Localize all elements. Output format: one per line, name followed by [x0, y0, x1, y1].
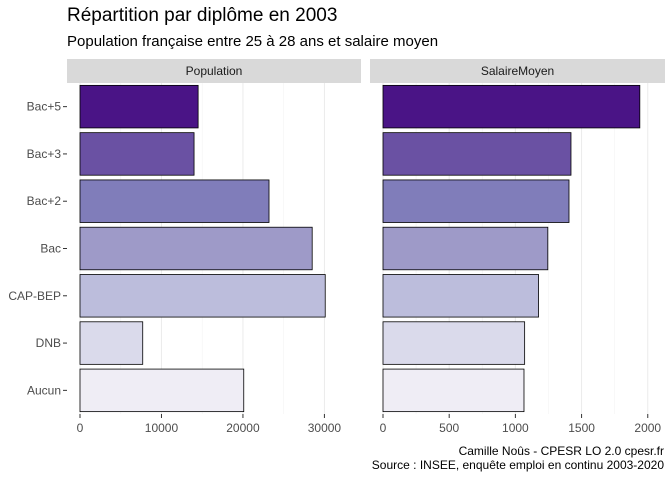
- bar-Population-Aucun: [79, 368, 245, 413]
- bar-SalaireMoyen-Bac+3: [382, 132, 572, 176]
- bar-Population-Bac+2: [79, 179, 270, 223]
- bar-SalaireMoyen-DNB: [382, 321, 526, 365]
- bar-Population-Bac+3: [79, 132, 195, 176]
- facet-strip-label-1: SalaireMoyen: [481, 64, 554, 78]
- facet-strip-label-0: Population: [186, 64, 243, 78]
- facet-strip-0: [67, 59, 361, 83]
- bar-SalaireMoyen-Bac+2: [382, 179, 570, 223]
- x-tick-label-1-0: 0: [380, 421, 387, 435]
- bar-SalaireMoyen-CAP-BEP: [382, 274, 539, 318]
- x-tick-label-1-2: 1000: [502, 421, 529, 435]
- x-tick-label-0-0: 0: [77, 421, 84, 435]
- caption-source: Source : INSEE, enquête emploi en contin…: [371, 458, 664, 472]
- y-tick-label-Bac+3: Bac+3: [27, 147, 62, 161]
- y-tick-label-Bac+2: Bac+2: [27, 194, 62, 208]
- bar-Population-CAP-BEP: [79, 274, 326, 318]
- y-tick-label-DNB: DNB: [36, 336, 61, 350]
- x-tick-label-1-3: 1500: [568, 421, 595, 435]
- x-tick-label-1-4: 2000: [634, 421, 661, 435]
- caption-author: Camille Noûs - CPESR LO 2.0 cpesr.fr: [458, 444, 664, 458]
- y-tick-label-Bac: Bac: [40, 242, 61, 256]
- chart-title: Répartition par diplôme en 2003: [67, 5, 338, 26]
- chart-subtitle: Population française entre 25 à 28 ans e…: [67, 33, 439, 50]
- x-tick-label-0-2: 20000: [226, 421, 260, 435]
- x-tick-label-1-1: 500: [439, 421, 459, 435]
- facet-bar-chart: Population Bac+5 Bac+3 Bac+2 Bac CAP-BEP DNB Au…: [8, 59, 665, 435]
- bar-Population-Bac: [79, 226, 313, 271]
- x-tick-label-0-1: 10000: [145, 421, 179, 435]
- bar-SalaireMoyen-Bac: [382, 226, 549, 271]
- bar-Population-DNB: [79, 321, 144, 365]
- bar-Population-Bac+5: [79, 84, 199, 129]
- bar-SalaireMoyen-Aucun: [382, 368, 525, 413]
- bar-SalaireMoyen-Bac+5: [382, 84, 641, 129]
- y-tick-label-CAP-BEP: CAP-BEP: [8, 289, 61, 303]
- y-tick-label-Bac+5: Bac+5: [27, 100, 62, 114]
- facet-strip-1: [370, 59, 665, 83]
- x-tick-label-0-3: 30000: [308, 421, 342, 435]
- y-tick-label-Aucun: Aucun: [27, 383, 61, 397]
